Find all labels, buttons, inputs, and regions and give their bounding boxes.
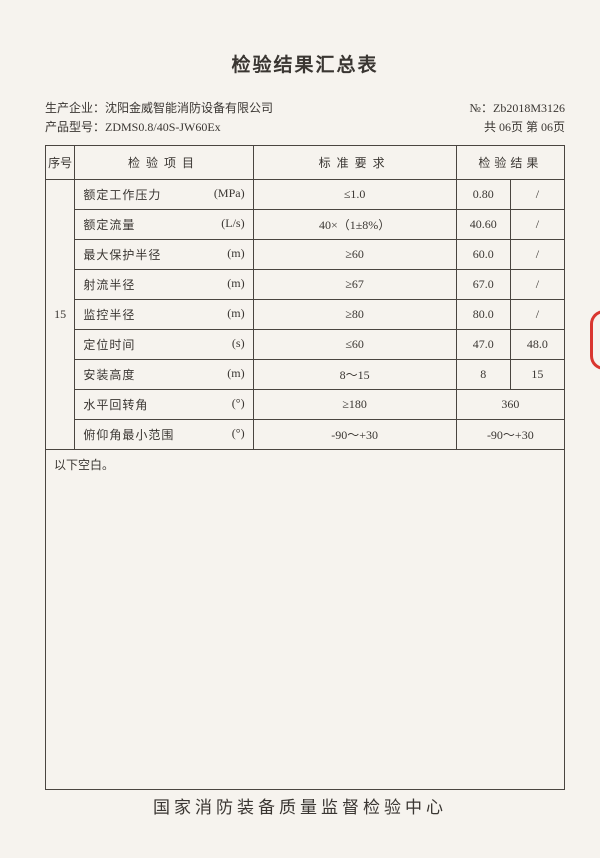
- requirement-cell: ≥80: [253, 300, 456, 330]
- header-item: 检验项目: [75, 146, 253, 180]
- footer-org: 国家消防装备质量监督检验中心: [0, 793, 600, 818]
- item-unit: (m): [227, 306, 244, 321]
- item-unit: (°): [232, 396, 245, 411]
- header-res: 检验结果: [456, 146, 564, 180]
- result-cell-1: 8: [456, 360, 510, 390]
- requirement-cell: ≥67: [253, 270, 456, 300]
- table-row: 射流半径 (m) ≥6767.0/: [46, 270, 565, 300]
- item-cell: 水平回转角 (°): [75, 390, 253, 420]
- item-unit: (°): [232, 426, 245, 441]
- blank-cell: 以下空白。: [46, 450, 565, 790]
- result-cell-2: /: [510, 270, 564, 300]
- item-label: 安装高度: [83, 366, 135, 383]
- header-seq: 序号: [46, 146, 75, 180]
- requirement-cell: ≤1.0: [253, 180, 456, 210]
- manufacturer-value: 沈阳金威智能消防设备有限公司: [105, 101, 273, 115]
- result-cell-merged: 360: [456, 390, 564, 420]
- table-row: 定位时间 (s) ≤6047.048.0: [46, 330, 565, 360]
- model-value: ZDMS0.8/40S-JW60Ex: [105, 120, 221, 134]
- result-cell-2: 48.0: [510, 330, 564, 360]
- item-label: 射流半径: [83, 276, 135, 293]
- requirement-cell: -90～+30: [253, 420, 456, 450]
- blank-row: 以下空白。: [46, 450, 565, 790]
- meta-block: 生产企业：沈阳金威智能消防设备有限公司 №：Zb2018M3126 产品型号：Z…: [45, 99, 565, 137]
- item-cell: 定位时间 (s): [75, 330, 253, 360]
- requirement-cell: ≥60: [253, 240, 456, 270]
- item-cell: 俯仰角最小范围 (°): [75, 420, 253, 450]
- item-unit: (L/s): [221, 216, 244, 231]
- item-unit: (s): [232, 336, 245, 351]
- item-unit: (m): [227, 366, 244, 381]
- result-cell-1: 0.80: [456, 180, 510, 210]
- item-cell: 额定工作压力 (MPa): [75, 180, 253, 210]
- result-cell-1: 80.0: [456, 300, 510, 330]
- results-table: 序号 检验项目 标准要求 检验结果 15额定工作压力(MPa)≤1.00.80/…: [45, 145, 565, 790]
- result-cell-2: /: [510, 180, 564, 210]
- table-row: 俯仰角最小范围 (°) -90～+30-90～+30: [46, 420, 565, 450]
- requirement-cell: 40×（1±8%）: [253, 210, 456, 240]
- item-cell: 监控半径 (m): [75, 300, 253, 330]
- table-row: 安装高度 (m) 8～15815: [46, 360, 565, 390]
- item-label: 定位时间: [83, 336, 135, 353]
- item-unit: (m): [227, 246, 244, 261]
- item-label: 监控半径: [83, 306, 135, 323]
- red-stamp-edge: [590, 310, 600, 370]
- table-row: 15额定工作压力(MPa)≤1.00.80/: [46, 180, 565, 210]
- item-cell: 额定流量 (L/s): [75, 210, 253, 240]
- report-no-label: №：: [470, 101, 493, 115]
- result-cell-merged: -90～+30: [456, 420, 564, 450]
- result-cell-1: 67.0: [456, 270, 510, 300]
- result-cell-1: 60.0: [456, 240, 510, 270]
- seq-cell: 15: [46, 180, 75, 450]
- result-cell-2: /: [510, 300, 564, 330]
- item-cell: 射流半径 (m): [75, 270, 253, 300]
- table-row: 水平回转角 (°) ≥180360: [46, 390, 565, 420]
- header-req: 标准要求: [253, 146, 456, 180]
- table-row: 最大保护半径 (m) ≥6060.0/: [46, 240, 565, 270]
- requirement-cell: 8～15: [253, 360, 456, 390]
- item-label: 额定工作压力: [83, 186, 161, 203]
- manufacturer-label: 生产企业：: [45, 101, 105, 115]
- item-unit: (m): [227, 276, 244, 291]
- item-label: 额定流量: [83, 216, 135, 233]
- item-label: 水平回转角: [83, 396, 148, 413]
- table-row: 额定流量 (L/s) 40×（1±8%）40.60/: [46, 210, 565, 240]
- result-cell-1: 40.60: [456, 210, 510, 240]
- model-label: 产品型号：: [45, 120, 105, 134]
- requirement-cell: ≤60: [253, 330, 456, 360]
- item-label: 俯仰角最小范围: [83, 426, 174, 443]
- item-label: 最大保护半径: [83, 246, 161, 263]
- requirement-cell: ≥180: [253, 390, 456, 420]
- report-no-value: Zb2018M3126: [493, 101, 565, 115]
- item-cell: 安装高度 (m): [75, 360, 253, 390]
- result-cell-2: 15: [510, 360, 564, 390]
- result-cell-2: /: [510, 210, 564, 240]
- result-cell-1: 47.0: [456, 330, 510, 360]
- page-title: 检验结果汇总表: [45, 50, 565, 77]
- table-row: 监控半径 (m) ≥8080.0/: [46, 300, 565, 330]
- item-unit: (MPa): [214, 186, 245, 201]
- result-cell-2: /: [510, 240, 564, 270]
- item-cell: 最大保护半径 (m): [75, 240, 253, 270]
- page-info: 共 06页 第 06页: [484, 118, 565, 137]
